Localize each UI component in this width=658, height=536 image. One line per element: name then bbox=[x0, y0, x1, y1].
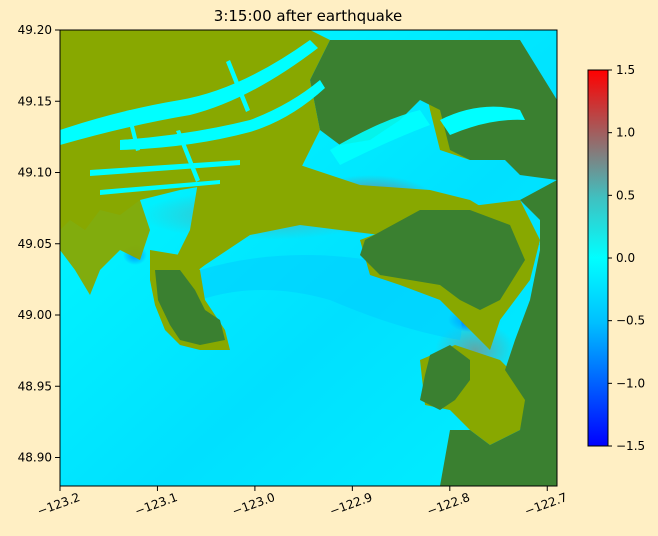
y-tick-label: 49.20 bbox=[18, 23, 52, 37]
colorbar-tick-label: 1.0 bbox=[616, 126, 635, 140]
colorbar-ticks: 1.5 1.0 0.5 0.0 −0.5 −1.0 −1.5 bbox=[608, 63, 645, 453]
inland-channel bbox=[330, 110, 430, 165]
y-tick-label: 48.95 bbox=[18, 379, 52, 393]
colorbar-tick-label: −1.0 bbox=[616, 376, 645, 390]
delta-channels bbox=[90, 60, 250, 195]
y-tick-label: 49.10 bbox=[18, 166, 52, 180]
x-tick-label: −122.8 bbox=[425, 490, 472, 518]
south-east-upland bbox=[440, 430, 490, 486]
y-tick-label: 48.90 bbox=[18, 451, 52, 465]
x-tick-label: −123.1 bbox=[133, 490, 180, 518]
plot-frame bbox=[59, 29, 558, 487]
colorbar-gradient bbox=[587, 69, 609, 447]
map-area bbox=[60, 30, 557, 486]
y-tick-label: 49.05 bbox=[18, 237, 52, 251]
colorbar-tick-label: 0.0 bbox=[616, 251, 635, 265]
colorbar-tick-label: −0.5 bbox=[616, 314, 645, 328]
point-roberts-upland bbox=[155, 270, 225, 345]
chart-title: 3:15:00 after earthquake bbox=[214, 7, 402, 25]
east-inlet bbox=[440, 106, 525, 135]
y-tick-label: 49.00 bbox=[18, 308, 52, 322]
y-tick-label: 49.15 bbox=[18, 94, 52, 108]
white-rock-upland bbox=[420, 345, 470, 410]
north-arm-channel bbox=[120, 80, 325, 150]
east-upland bbox=[450, 180, 557, 486]
delta-south-lowland bbox=[60, 160, 150, 295]
colorbar-tick-label: 1.5 bbox=[616, 63, 635, 77]
x-tick-label: −123.2 bbox=[35, 490, 82, 518]
colorbar-tick-label: 0.5 bbox=[616, 188, 635, 202]
fraser-river-channel bbox=[60, 40, 318, 145]
x-tick-label: −122.9 bbox=[328, 490, 375, 518]
central-lowland bbox=[175, 165, 540, 280]
y-axis: 49.20 49.15 49.10 49.05 49.00 48.95 48.90 bbox=[18, 23, 60, 465]
x-tick-label: −122.7 bbox=[523, 490, 570, 518]
x-axis: −123.2 −123.1 −123.0 −122.9 −122.8 −122.7 bbox=[35, 486, 569, 518]
x-tick-label: −123.0 bbox=[230, 490, 277, 518]
bay-upland bbox=[360, 210, 525, 310]
colorbar: 1.5 1.0 0.5 0.0 −0.5 −1.0 −1.5 bbox=[587, 63, 645, 453]
colorbar-tick-label: −1.5 bbox=[616, 439, 645, 453]
